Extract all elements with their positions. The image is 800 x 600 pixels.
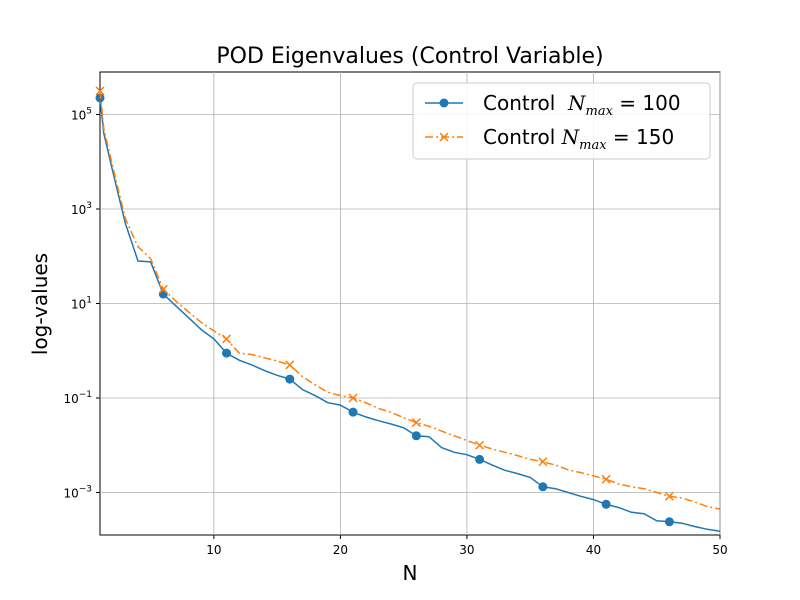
y-tick-label: 101 — [71, 296, 92, 312]
data-point-marker — [348, 407, 358, 417]
x-tick-label: 30 — [459, 543, 474, 557]
data-point-marker — [158, 289, 168, 299]
x-axis-ticks: 10 20 30 40 50 — [206, 535, 728, 557]
y-tick-label: 10−1 — [63, 390, 92, 406]
x-tick-label: 10 — [206, 543, 221, 557]
legend-math-sub-series-2: max — [579, 138, 607, 153]
y-axis-ticks: 105 103 101 10−1 10−3 — [63, 107, 100, 500]
series-2 — [95, 86, 721, 510]
legend-marker-series-1 — [439, 98, 449, 108]
data-point-marker — [664, 491, 674, 501]
data-point-marker — [222, 348, 232, 358]
data-point-marker — [222, 334, 232, 344]
series-line-1 — [99, 97, 721, 532]
data-point-marker — [348, 393, 358, 403]
data-point-marker — [95, 86, 105, 96]
data-point-marker — [411, 431, 421, 441]
data-point-marker — [475, 454, 485, 464]
legend-plain-series-2: Control — [483, 125, 562, 149]
data-point-marker — [601, 474, 611, 484]
x-tick-label: 20 — [333, 543, 348, 557]
legend-plain-series-1: Control — [483, 91, 568, 115]
data-point-marker — [285, 360, 295, 370]
legend-label-series-2: Control Nmax = 150 — [483, 125, 674, 153]
series-line-2 — [99, 90, 721, 510]
data-point-marker — [411, 418, 421, 428]
chart-title: POD Eigenvalues (Control Variable) — [216, 44, 603, 69]
x-tick-label: 40 — [586, 543, 601, 557]
y-tick-label: 10−3 — [63, 484, 92, 500]
data-point-marker — [158, 284, 168, 294]
data-point-marker — [475, 440, 485, 450]
x-tick-label: 50 — [712, 543, 727, 557]
legend-box — [412, 82, 711, 160]
x-axis-label: N — [403, 561, 418, 585]
data-point-marker — [538, 482, 548, 492]
series-layer — [95, 86, 721, 532]
data-point-marker — [664, 517, 674, 527]
legend: Control Nmax = 100 Control Nmax = 150 — [412, 82, 711, 160]
legend-math-base-series-1: N — [567, 91, 587, 115]
data-point-marker — [285, 374, 295, 384]
legend-marker-series-2 — [439, 132, 449, 142]
legend-math-base-series-2: N — [561, 125, 581, 149]
legend-math-rest-series-2: = 150 — [607, 125, 675, 149]
legend-math-rest-series-1: = 100 — [613, 91, 681, 115]
data-point-marker — [601, 499, 611, 509]
data-point-marker — [538, 457, 548, 467]
legend-label-series-1: Control Nmax = 100 — [483, 91, 681, 119]
y-axis-label: log-values — [28, 253, 52, 355]
legend-math-sub-series-1: max — [586, 104, 614, 119]
y-tick-label: 103 — [71, 201, 92, 217]
y-tick-label: 105 — [71, 107, 92, 123]
